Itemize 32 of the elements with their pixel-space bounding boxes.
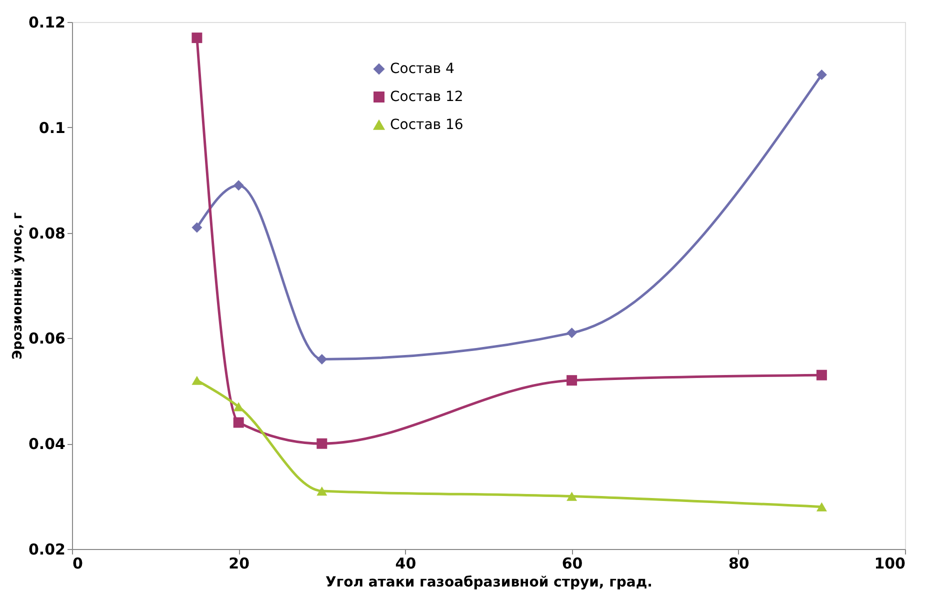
point [816, 69, 827, 80]
y-tick-label: 0.02 [28, 540, 66, 558]
y-tick-label: 0.08 [28, 224, 66, 242]
point [566, 375, 578, 386]
x-tick-label: 60 [562, 554, 583, 572]
point [192, 222, 202, 233]
point [233, 180, 244, 191]
point [566, 328, 578, 338]
y-axis-title: Эрозионный унос, г [10, 212, 26, 360]
point [316, 438, 328, 449]
y-tick-label: 0.04 [28, 435, 66, 454]
point [233, 402, 244, 412]
y-tick-label: 0.1 [38, 118, 66, 137]
y-tick-label: 0.12 [28, 14, 66, 32]
x-tick-label: 0 [72, 554, 83, 572]
x-axis-title: Угол атаки газоабразивной струи, град. [325, 574, 653, 590]
point [192, 376, 202, 385]
x-tick-label: 20 [228, 554, 250, 572]
x-tick-label: 80 [728, 554, 750, 572]
point [316, 354, 328, 365]
legend-label: Состав 16 [390, 117, 464, 133]
point [192, 32, 202, 44]
point [816, 502, 827, 512]
x-tick-label: 100 [874, 554, 906, 572]
point [233, 417, 244, 428]
point [316, 486, 328, 496]
x-tick-label: 40 [395, 554, 416, 572]
legend-label: Состав 12 [390, 89, 464, 105]
point [566, 492, 578, 501]
y-tick-label: 0.06 [28, 330, 66, 348]
point [816, 370, 827, 380]
legend-label: Состав 4 [390, 61, 454, 77]
